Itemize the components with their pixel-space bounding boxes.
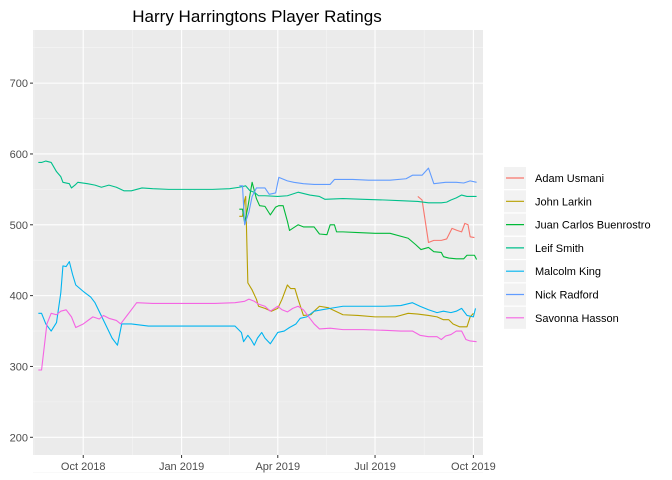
legend-label: Adam Usmani <box>535 173 604 185</box>
legend-label: Nick Radford <box>535 290 599 302</box>
y-tick-label: 600 <box>10 149 28 161</box>
series-line <box>417 196 475 244</box>
x-tick-label: Jul 2019 <box>354 461 396 473</box>
x-tick-label: Oct 2019 <box>451 461 496 473</box>
x-axis: Oct 2018 Jan 2019 Apr 2019 Jul 2019 Oct 2019 <box>61 455 496 473</box>
legend: Adam Usmani John Larkin Juan Carlos Buenro… <box>504 167 651 329</box>
legend-label: John Larkin <box>535 196 592 208</box>
series-line <box>38 298 477 371</box>
legend-label: Malcolm King <box>535 266 601 278</box>
legend-item: Adam Usmani <box>504 167 604 189</box>
major-gridlines <box>33 30 483 455</box>
plot-panel <box>33 30 483 455</box>
y-tick-label: 400 <box>10 291 28 303</box>
legend-label: Juan Carlos Buenrostro <box>535 220 651 232</box>
legend-item: Malcolm King <box>504 260 601 283</box>
legend-item: John Larkin <box>504 190 592 213</box>
legend-item: Leif Smith <box>504 236 584 259</box>
y-tick-label: 500 <box>10 220 28 232</box>
y-tick-label: 300 <box>10 361 28 373</box>
series-line <box>38 261 477 346</box>
series-line <box>38 160 477 204</box>
series-lines <box>38 160 478 371</box>
series-line <box>239 181 478 260</box>
legend-label: Savonna Hasson <box>535 313 619 325</box>
x-tick-label: Apr 2019 <box>255 461 300 473</box>
legend-item: Juan Carlos Buenrostro <box>504 213 651 236</box>
minor-gridlines <box>33 30 483 474</box>
y-tick-label: 200 <box>10 432 28 444</box>
legend-item: Savonna Hasson <box>504 306 619 329</box>
y-axis: 200 300 400 500 600 700 <box>10 78 33 444</box>
series-line <box>239 167 477 226</box>
x-tick-label: Oct 2018 <box>61 461 106 473</box>
legend-label: Leif Smith <box>535 243 584 255</box>
legend-item: Nick Radford <box>504 283 599 306</box>
chart-title: Harry Harringtons Player Ratings <box>132 7 381 26</box>
y-tick-label: 700 <box>10 78 28 90</box>
x-tick-label: Jan 2019 <box>159 461 204 473</box>
